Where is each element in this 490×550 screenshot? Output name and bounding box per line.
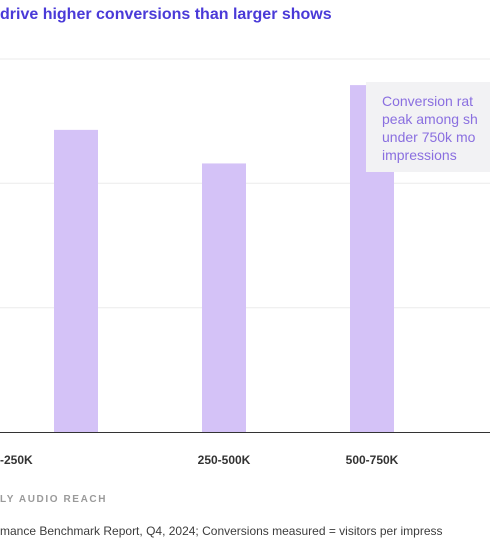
source-footnote: mance Benchmark Report, Q4, 2024; Conver… — [0, 524, 443, 538]
x-tick-label: -250K — [0, 453, 33, 467]
x-tick-label: 250-500K — [198, 453, 251, 467]
callout-text: Conversion rat peak among sh under 750k … — [382, 93, 478, 163]
callout-box: Conversion rat peak among sh under 750k … — [366, 82, 490, 172]
x-axis-title: LY AUDIO REACH — [0, 494, 108, 505]
chart-title: drive higher conversions than larger sho… — [0, 6, 332, 23]
bar-250-500K — [202, 163, 246, 432]
x-tick-label: 500-750K — [346, 453, 399, 467]
bar--250K — [54, 129, 98, 432]
